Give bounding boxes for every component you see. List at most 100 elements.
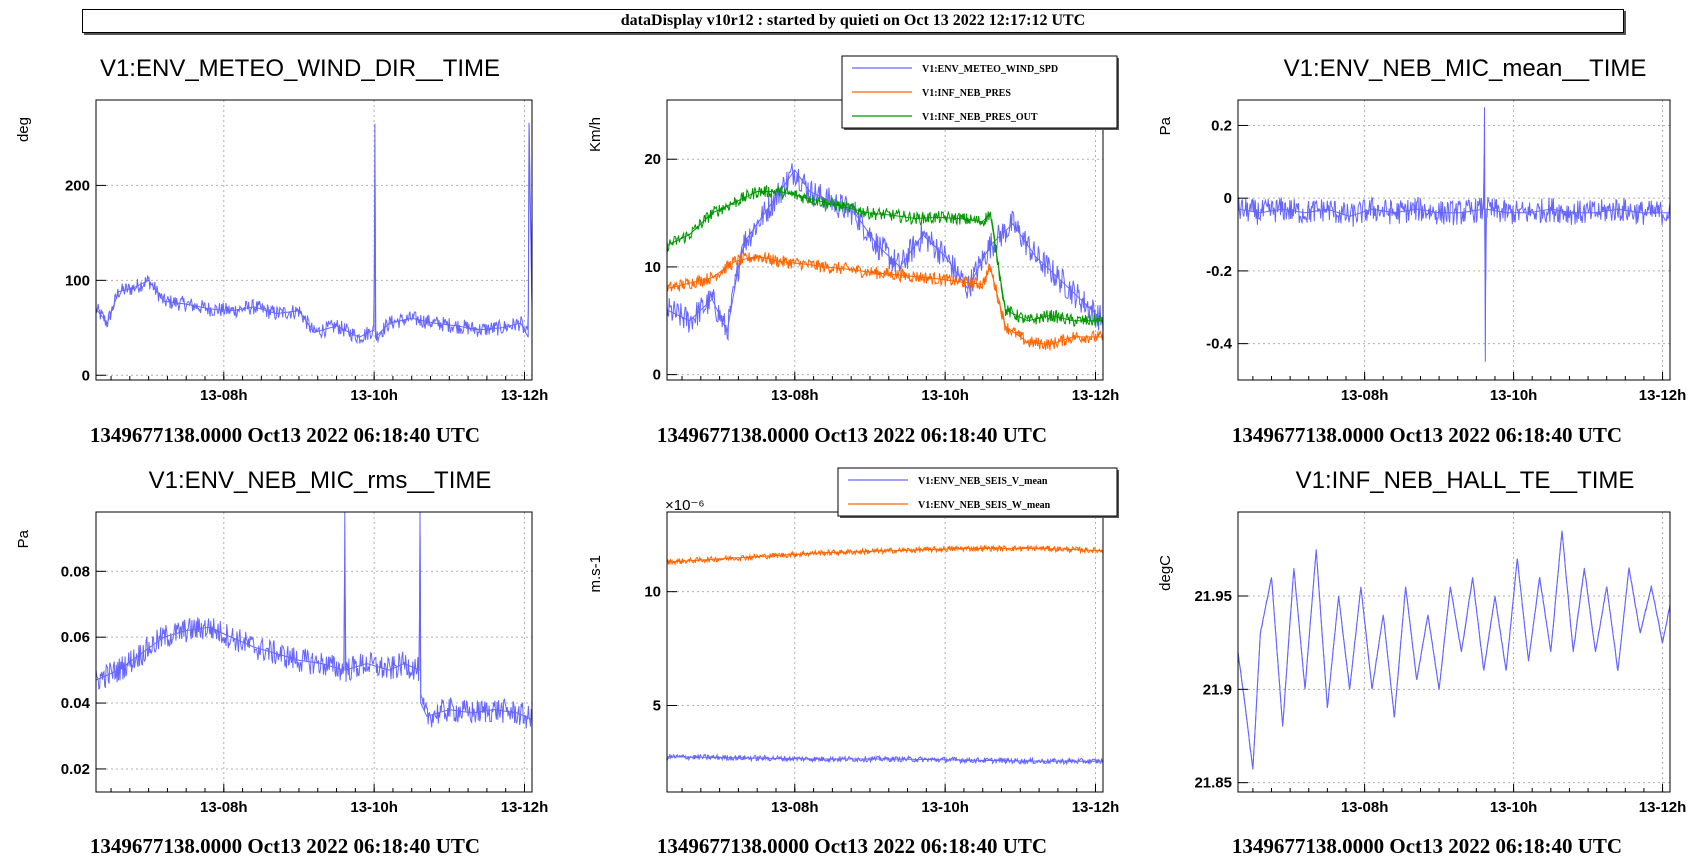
plot-frame [666, 511, 1104, 793]
series-keypoints [96, 512, 532, 720]
series-line [1238, 530, 1670, 767]
y-tick-label: 5 [653, 697, 661, 714]
y-tick-label: 0.04 [61, 695, 91, 712]
x-tick-label: 13-08h [1341, 799, 1389, 816]
series-line [667, 753, 1103, 766]
legend-entry: V1:ENV_NEB_SEIS_V_mean [918, 476, 1048, 487]
x-tick-label: 13-10h [1490, 799, 1538, 816]
gps-timestamp: 1349677138.0000 Oct13 2022 06:18:40 UTC [1232, 423, 1622, 447]
y-tick-label: 0.06 [61, 629, 90, 646]
legend-entry: V1:ENV_NEB_SEIS_W_mean [918, 500, 1051, 511]
axis-exponent: ×10⁻⁶ [665, 497, 705, 514]
display-banner: dataDisplay v10r12 : started by quieti o… [82, 9, 1624, 33]
legend: V1:ENV_NEB_SEIS_V_mean V1:ENV_NEB_SEIS_W_… [837, 467, 1119, 518]
x-tick-label: 13-08h [1341, 387, 1389, 404]
series-1 [96, 122, 532, 345]
y-tick-label: 0.02 [61, 761, 90, 778]
x-tick-label: 13-10h [350, 387, 398, 404]
series-2 [667, 252, 1103, 351]
plot-frame [1237, 511, 1671, 793]
series-line [667, 252, 1103, 351]
chart-panel-4: 13-08h 13-10h 13-12h 0.02 0.04 0.06 0.08 V1:ENV… [15, 467, 548, 858]
plot-frame [1237, 99, 1671, 381]
legend-entry: V1:ENV_METEO_WIND_SPD [922, 64, 1058, 75]
x-tick-label: 13-10h [921, 799, 969, 816]
x-tick-label: 13-08h [200, 799, 248, 816]
series-line [1238, 153, 1670, 281]
legend-box [837, 467, 1118, 517]
x-tick-label: 13-10h [350, 799, 398, 816]
x-tick-label: 13-12h [501, 799, 549, 816]
y-tick-label: 0.2 [1211, 117, 1232, 134]
y-tick-label: 200 [65, 177, 90, 194]
y-axis-label: Pa [15, 529, 32, 548]
series-keypoints [667, 169, 1103, 334]
x-tick-label: 13-12h [1639, 799, 1687, 816]
y-tick-label: 10 [644, 259, 661, 276]
y-tick-label: 0 [1224, 190, 1232, 207]
series-1 [1238, 530, 1670, 770]
y-tick-label: 21.9 [1203, 681, 1232, 698]
plot-frame [95, 99, 533, 381]
chart-title: V1:ENV_NEB_MIC_mean__TIME [1284, 55, 1647, 82]
series-line [96, 535, 532, 729]
chart-title: V1:INF_NEB_HALL_TE__TIME [1296, 467, 1635, 494]
series-keypoints [667, 756, 1103, 762]
series-1 [667, 163, 1103, 342]
series-line [667, 185, 1103, 327]
x-tick-label: 13-08h [200, 387, 248, 404]
chart-panel-1: 13-08h 13-10h 13-12h 0 100 200 V1:ENV_METEO_WI… [15, 55, 548, 447]
y-tick-label: 21.95 [1194, 588, 1232, 605]
chart-panel-5: 13-08h 13-10h 13-12h 5 10 m.s-1 ×10⁻⁶ V1:ENV_NE… [587, 467, 1120, 858]
x-tick-label: 13-12h [1639, 387, 1687, 404]
series-line [96, 122, 532, 345]
chart-panel-2: 13-08h 13-10h 13-12h 0 10 20 Km/h V1:ENV_METEO_… [587, 55, 1120, 447]
gps-timestamp: 1349677138.0000 Oct13 2022 06:18:40 UTC [657, 834, 1047, 858]
gps-timestamp: 1349677138.0000 Oct13 2022 06:18:40 UTC [90, 423, 480, 447]
x-tick-label: 13-12h [1072, 799, 1120, 816]
y-tick-label: 100 [65, 272, 90, 289]
legend: V1:ENV_METEO_WIND_SPD V1:INF_NEB_PRES V1:I… [841, 55, 1119, 130]
legend-entry: V1:INF_NEB_PRES [922, 88, 1011, 99]
chart-title: V1:ENV_METEO_WIND_DIR__TIME [100, 55, 500, 82]
legend-entry: V1:INF_NEB_PRES_OUT [922, 112, 1038, 123]
y-tick-label: 21.85 [1194, 775, 1232, 792]
y-axis-label: Km/h [587, 117, 604, 152]
y-tick-label: 0 [653, 367, 661, 384]
series-keypoints [667, 547, 1103, 563]
series-keypoints [96, 123, 532, 339]
y-axis-label: degC [1157, 555, 1174, 591]
series-line [667, 163, 1103, 342]
x-tick-label: 13-10h [1490, 387, 1538, 404]
x-tick-label: 13-10h [921, 387, 969, 404]
series-1 [667, 753, 1103, 766]
series-keypoints [667, 255, 1103, 346]
y-tick-label: 0 [82, 367, 90, 384]
series-keypoints [1238, 530, 1670, 770]
y-axis-label: Pa [1157, 116, 1174, 135]
series-2 [667, 544, 1103, 567]
y-tick-label: -0.4 [1206, 336, 1233, 353]
series-line [667, 544, 1103, 567]
chart-title: V1:ENV_NEB_MIC_rms__TIME [149, 467, 492, 494]
gps-timestamp: 1349677138.0000 Oct13 2022 06:18:40 UTC [1232, 834, 1622, 858]
series-3 [667, 185, 1103, 327]
y-axis-label: m.s-1 [587, 555, 604, 593]
y-tick-label: 0.08 [61, 563, 90, 580]
gps-timestamp: 1349677138.0000 Oct13 2022 06:18:40 UTC [90, 834, 480, 858]
chart-panel-6: 13-08h 13-10h 13-12h 21.85 21.9 21.95 V1:INF_N… [1157, 467, 1686, 858]
gps-timestamp: 1349677138.0000 Oct13 2022 06:18:40 UTC [657, 423, 1047, 447]
chart-panel-3: 13-08h 13-10h 13-12h -0.4 -0.2 0 0.2 V1:ENV_NEB… [1157, 55, 1686, 447]
plot-frame [95, 511, 533, 793]
y-tick-label: -0.2 [1206, 263, 1232, 280]
y-tick-label: 20 [644, 151, 661, 168]
x-tick-label: 13-12h [1072, 387, 1120, 404]
y-axis-label: deg [15, 117, 32, 142]
series-keypoints [1238, 107, 1670, 362]
series-keypoints [667, 191, 1103, 322]
x-tick-label: 13-08h [771, 799, 819, 816]
series-1 [1238, 107, 1670, 362]
x-tick-label: 13-12h [501, 387, 549, 404]
x-tick-label: 13-08h [771, 387, 819, 404]
